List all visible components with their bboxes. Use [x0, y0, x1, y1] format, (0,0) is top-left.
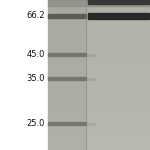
Bar	[48, 0, 150, 150]
Bar	[0, 0, 48, 150]
Text: 35.0: 35.0	[27, 74, 45, 83]
Bar	[48, 53, 86, 56]
Bar	[86, 78, 95, 80]
Bar	[48, 0, 150, 6]
Text: 45.0: 45.0	[27, 50, 45, 59]
Bar	[86, 15, 95, 17]
Text: 25.0: 25.0	[27, 119, 45, 128]
Bar	[48, 14, 86, 18]
Bar	[88, 13, 148, 19]
Bar	[88, 0, 148, 4]
Bar	[48, 122, 86, 125]
Bar	[86, 0, 150, 150]
Bar	[86, 123, 95, 125]
Bar	[48, 77, 86, 80]
Bar	[86, 54, 95, 56]
Text: 66.2: 66.2	[26, 11, 45, 20]
